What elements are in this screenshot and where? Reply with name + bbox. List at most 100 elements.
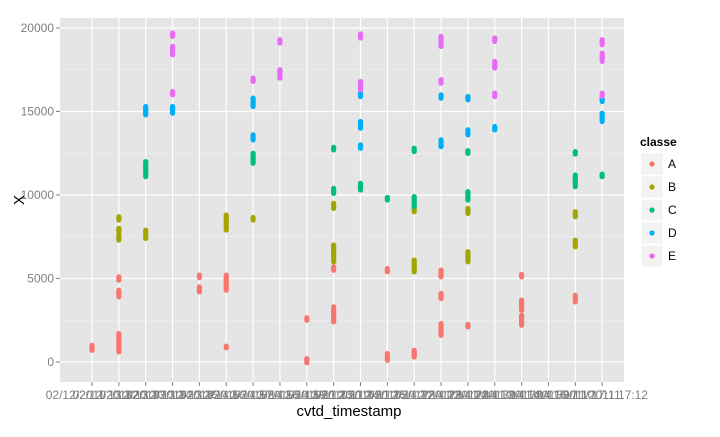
point-cluster-E — [492, 35, 498, 44]
point-cluster-E — [599, 90, 605, 100]
point-cluster-D — [465, 93, 471, 103]
x-tick-label: 30/11/2011 17:10 — [503, 388, 595, 402]
x-tick-label: 28/11/2011 14:14 — [449, 388, 541, 402]
point-cluster-B — [465, 205, 471, 216]
x-tick-label: 05/12/2011 14:22 — [341, 388, 434, 402]
legend-marker-E — [649, 253, 655, 259]
point-cluster-D — [250, 132, 256, 143]
x-tick-label: 30/11/2011 17:12 — [556, 388, 648, 402]
point-cluster-A — [572, 292, 578, 305]
point-cluster-A — [304, 356, 310, 366]
legend-label-C: C — [668, 203, 677, 217]
x-tick-label: 05/12/2011 14:24 — [395, 388, 488, 402]
point-cluster-A — [384, 265, 390, 275]
x-tick-label: 02/12/2011 13:34 — [99, 388, 192, 402]
x-tick-label: 28/11/2011 14:13 — [422, 388, 514, 402]
point-cluster-E — [277, 67, 283, 81]
point-cluster-A — [331, 264, 337, 273]
point-cluster-C — [357, 180, 364, 193]
point-cluster-B — [331, 242, 337, 260]
point-cluster-B — [116, 232, 122, 243]
point-cluster-C — [384, 194, 390, 203]
y-axis: 0 5000 10000 15000 20000 — [21, 21, 60, 369]
y-tick-label: 20000 — [21, 21, 55, 35]
point-cluster-D — [357, 90, 364, 100]
point-cluster-E — [250, 75, 256, 85]
point-cluster-A — [89, 342, 95, 353]
point-cluster-E — [357, 78, 364, 93]
point-cluster-A — [223, 272, 229, 293]
y-tick-label: 15000 — [21, 105, 55, 119]
point-cluster-A — [304, 315, 310, 323]
point-cluster-B — [411, 257, 417, 275]
point-cluster-C — [331, 144, 337, 153]
point-cluster-A — [438, 320, 444, 338]
point-cluster-D — [438, 92, 444, 101]
point-cluster-D — [357, 118, 364, 131]
legend-marker-D — [649, 230, 655, 236]
point-cluster-E — [492, 90, 498, 100]
point-cluster-D — [599, 110, 605, 125]
point-cluster-E — [357, 31, 364, 41]
x-tick-label: 02/12/2011 14:57 — [180, 388, 273, 402]
point-cluster-A — [196, 272, 202, 281]
x-tick-label: 02/12/2011 14:56 — [153, 388, 246, 402]
legend-label-A: A — [668, 157, 676, 171]
legend-marker-A — [649, 161, 655, 167]
y-tick-label: 0 — [47, 355, 54, 369]
x-tick-label: 05/12/2011 11:24 — [288, 388, 380, 402]
point-cluster-A — [223, 343, 229, 351]
point-cluster-A — [465, 321, 471, 330]
x-tick-label: 02/12/2011 14:58 — [207, 388, 300, 402]
point-cluster-C — [411, 145, 417, 155]
point-cluster-D — [250, 95, 256, 110]
legend-marker-C — [649, 207, 655, 213]
point-cluster-E — [599, 37, 605, 48]
x-axis-title: cvtd_timestamp — [296, 403, 401, 420]
x-tick-label: 02/12/2011 13:32 — [46, 388, 139, 402]
point-cluster-A — [438, 267, 444, 280]
point-cluster-A — [116, 330, 122, 355]
point-cluster-E — [599, 50, 605, 65]
point-cluster-B — [572, 209, 578, 220]
x-tick-label: 05/12/2011 11:23 — [261, 388, 353, 402]
legend-title: classe — [640, 135, 677, 149]
x-tick-label: 05/12/2011 14:23 — [368, 388, 461, 402]
point-cluster-B — [143, 227, 149, 242]
point-cluster-A — [331, 304, 337, 325]
point-cluster-E — [169, 30, 176, 39]
x-tick-label: 28/11/2011 14:15 — [476, 388, 568, 402]
point-cluster-A — [196, 284, 202, 295]
point-cluster-B — [116, 214, 122, 223]
point-cluster-C — [331, 185, 337, 196]
point-cluster-A — [116, 287, 122, 300]
point-cluster-C — [411, 194, 417, 210]
point-cluster-A — [519, 312, 525, 328]
point-cluster-C — [572, 172, 578, 190]
x-tick-label: 02/12/2011 14:59 — [234, 388, 327, 402]
point-cluster-D — [357, 142, 364, 151]
x-tick-label: 05/12/2011 11:25 — [315, 388, 407, 402]
y-tick-label: 5000 — [27, 271, 54, 285]
legend-marker-B — [649, 184, 655, 190]
plot-panel — [60, 18, 624, 382]
point-cluster-C — [250, 150, 256, 166]
point-cluster-B — [465, 249, 471, 265]
point-cluster-E — [438, 33, 444, 49]
point-cluster-A — [116, 274, 122, 283]
point-cluster-B — [116, 225, 122, 235]
point-cluster-D — [465, 127, 471, 138]
point-cluster-E — [277, 37, 283, 46]
data-points — [89, 30, 605, 366]
point-cluster-B — [250, 214, 256, 223]
point-cluster-C — [572, 148, 578, 157]
y-axis-title: X — [11, 195, 28, 205]
x-tick-label: 30/11/2011 17:11 — [530, 388, 621, 402]
point-cluster-B — [223, 212, 229, 233]
point-cluster-E — [169, 43, 176, 58]
point-cluster-C — [465, 189, 471, 203]
